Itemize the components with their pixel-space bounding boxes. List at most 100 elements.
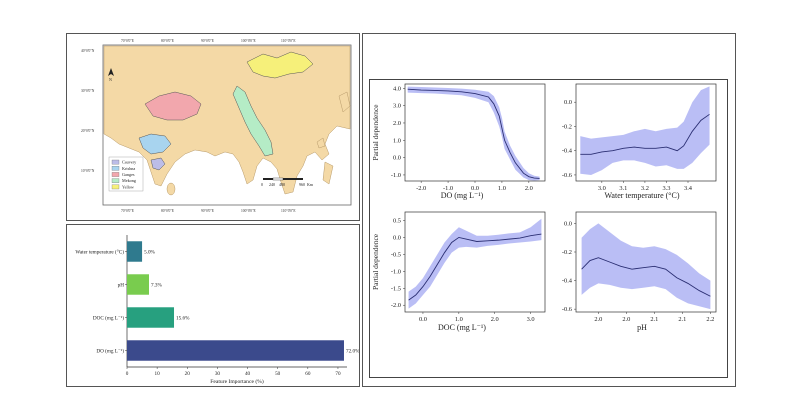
basin-map: 70°0'0"E 80°0'0"E 90°0'0"E 100°0'0"E 110… — [81, 39, 352, 213]
x-tick-label: 30 — [215, 371, 221, 377]
pd-line — [407, 88, 540, 179]
y-axis-label: Partial dependence — [371, 233, 380, 290]
x-tick-label: -2.0 — [416, 185, 426, 192]
map-left-tick: 30°0'0"N — [81, 89, 95, 93]
scale-label: 480 — [279, 182, 285, 187]
east-coast-island — [338, 91, 351, 113]
x-tick-label: 1.0 — [498, 185, 506, 192]
y-tick-label: -1.0 — [391, 268, 401, 275]
pd-line — [580, 113, 710, 155]
map-left-tick: 20°0'0"N — [81, 129, 95, 133]
map-left-tick: 40°0'0"N — [81, 49, 95, 53]
map-top-tick: 80°0'0"E — [161, 39, 175, 43]
x-tick-label: 3.4 — [684, 185, 693, 192]
x-tick-label: 2.1 — [650, 316, 658, 323]
confidence-band — [580, 86, 710, 175]
bar-value-label: 15.6% — [176, 315, 190, 321]
map-bottom-tick: 90°0'0"E — [201, 209, 215, 213]
bar — [127, 307, 175, 328]
legend-swatch — [111, 166, 120, 171]
x-tick-label: 2.0 — [525, 185, 533, 192]
legend-label: Ganges — [122, 172, 135, 177]
x-axis-label: Feature Importance (%) — [210, 378, 264, 385]
x-axis-label: Water temperature (°C) — [605, 191, 680, 200]
y-tick-label: 2.0 — [393, 120, 401, 127]
x-tick-label: 0.0 — [419, 316, 427, 323]
y-tick-label: -0.5 — [391, 251, 401, 258]
bar-category-label: pH — [118, 282, 125, 288]
confidence-band — [407, 86, 540, 181]
y-tick-label: 0.0 — [564, 99, 572, 106]
x-tick-label: -1.0 — [443, 185, 453, 192]
x-tick-label: 1.0 — [455, 316, 463, 323]
map-bottom-tick: 70°0'0"E — [121, 209, 135, 213]
x-tick-label: 2.0 — [491, 316, 499, 323]
mekong-basin — [232, 85, 274, 157]
scale-label: Km — [307, 182, 314, 187]
bar-category-label: DOC (mg L⁻¹) — [93, 314, 124, 321]
x-tick-label: 0.0 — [471, 185, 479, 192]
map-bottom-tick: 110°0'0"E — [281, 209, 296, 213]
x-tick-label: 0 — [126, 371, 129, 377]
pd-line — [408, 233, 542, 301]
x-tick-label: 3.3 — [662, 185, 670, 192]
bar-value-label: 72.0% — [346, 348, 359, 354]
y-tick-label: 0.0 — [564, 220, 572, 227]
yellow-basin — [246, 51, 314, 79]
legend-label: Cauvery — [122, 160, 137, 165]
x-axis-label: DO (mg L⁻¹) — [441, 191, 484, 200]
map-top-tick: 100°0'0"E — [241, 39, 257, 43]
plot-frame — [575, 83, 717, 182]
x-tick-label: 70 — [335, 371, 341, 377]
x-tick-label: 60 — [305, 371, 311, 377]
y-tick-label: 0.0 — [393, 155, 401, 162]
map-top-tick: 90°0'0"E — [201, 39, 215, 43]
map-bottom-ticks: 70°0'0"E 80°0'0"E 90°0'0"E 100°0'0"E 110… — [121, 209, 296, 213]
x-tick-label: 2.0 — [622, 316, 630, 323]
y-tick-label: 4.0 — [393, 85, 401, 92]
y-tick-label: -0.2 — [562, 249, 572, 256]
x-tick-label: 2.1 — [678, 316, 686, 323]
plot-frame — [404, 83, 546, 182]
legend-label: Yellow — [122, 184, 134, 189]
y-tick-label: -0.6 — [562, 306, 572, 313]
legend-label: Mekong — [122, 178, 137, 183]
map-top-ticks: 70°0'0"E 80°0'0"E 90°0'0"E 100°0'0"E 110… — [121, 39, 296, 43]
bar — [127, 340, 344, 361]
x-tick-label: 50 — [275, 371, 281, 377]
partial-dependence-plots: -2.0 -1.0 0.0 1.0 2.0 -1.0 0.0 1.0 2.0 3.0 4.0 DO (… — [371, 83, 717, 332]
bar-value-label: 5.0% — [144, 249, 155, 255]
feature-importance-panel: 72.0% DO (mg L⁻¹) 15.6% DOC (mg L⁻¹) 7.3% pH 5… — [66, 224, 360, 387]
map-left-ticks: 40°0'0"N 30°0'0"N 20°0'0"N 10°0'0"N — [81, 49, 95, 173]
y-tick-label: -2.0 — [391, 302, 401, 309]
map-bottom-tick: 100°0'0"E — [241, 209, 257, 213]
philippines-islands — [322, 161, 334, 185]
partial-dependence-panel: -2.0 -1.0 0.0 1.0 2.0 -1.0 0.0 1.0 2.0 3.0 4.0 DO (… — [362, 33, 736, 387]
legend-swatch — [111, 159, 120, 165]
scale-bar: 0 240 480 960 Km — [261, 177, 314, 187]
y-tick-label: -0.4 — [562, 278, 573, 285]
bar — [127, 241, 143, 262]
y-tick-label: -1.0 — [391, 172, 401, 179]
bar-value-label: 7.3% — [151, 282, 162, 288]
north-arrow-icon: N — [108, 68, 114, 82]
map-top-tick: 110°0'0"E — [281, 39, 296, 43]
asia-landmass — [103, 45, 351, 195]
legend-swatch — [111, 178, 120, 183]
partial-dependence-grid: -2.0 -1.0 0.0 1.0 2.0 -1.0 0.0 1.0 2.0 3.0 4.0 DO (… — [369, 79, 728, 378]
x-tick-label: 40 — [245, 371, 251, 377]
y-tick-label: 0.5 — [393, 217, 401, 224]
x-tick-label: 3.0 — [598, 185, 606, 192]
map-bottom-tick: 80°0'0"E — [161, 209, 175, 213]
y-tick-label: 1.0 — [393, 137, 401, 144]
confidence-band — [408, 218, 542, 309]
scale-label: 240 — [269, 182, 275, 187]
confidence-band — [581, 223, 711, 310]
plot-frame — [404, 211, 546, 313]
y-axis-label: Partial dependence — [371, 104, 380, 161]
pd-line — [581, 257, 711, 297]
legend-swatch — [111, 184, 120, 190]
x-tick-label: 20 — [185, 371, 191, 377]
map-top-tick: 70°0'0"E — [121, 39, 135, 43]
bar — [127, 274, 149, 295]
